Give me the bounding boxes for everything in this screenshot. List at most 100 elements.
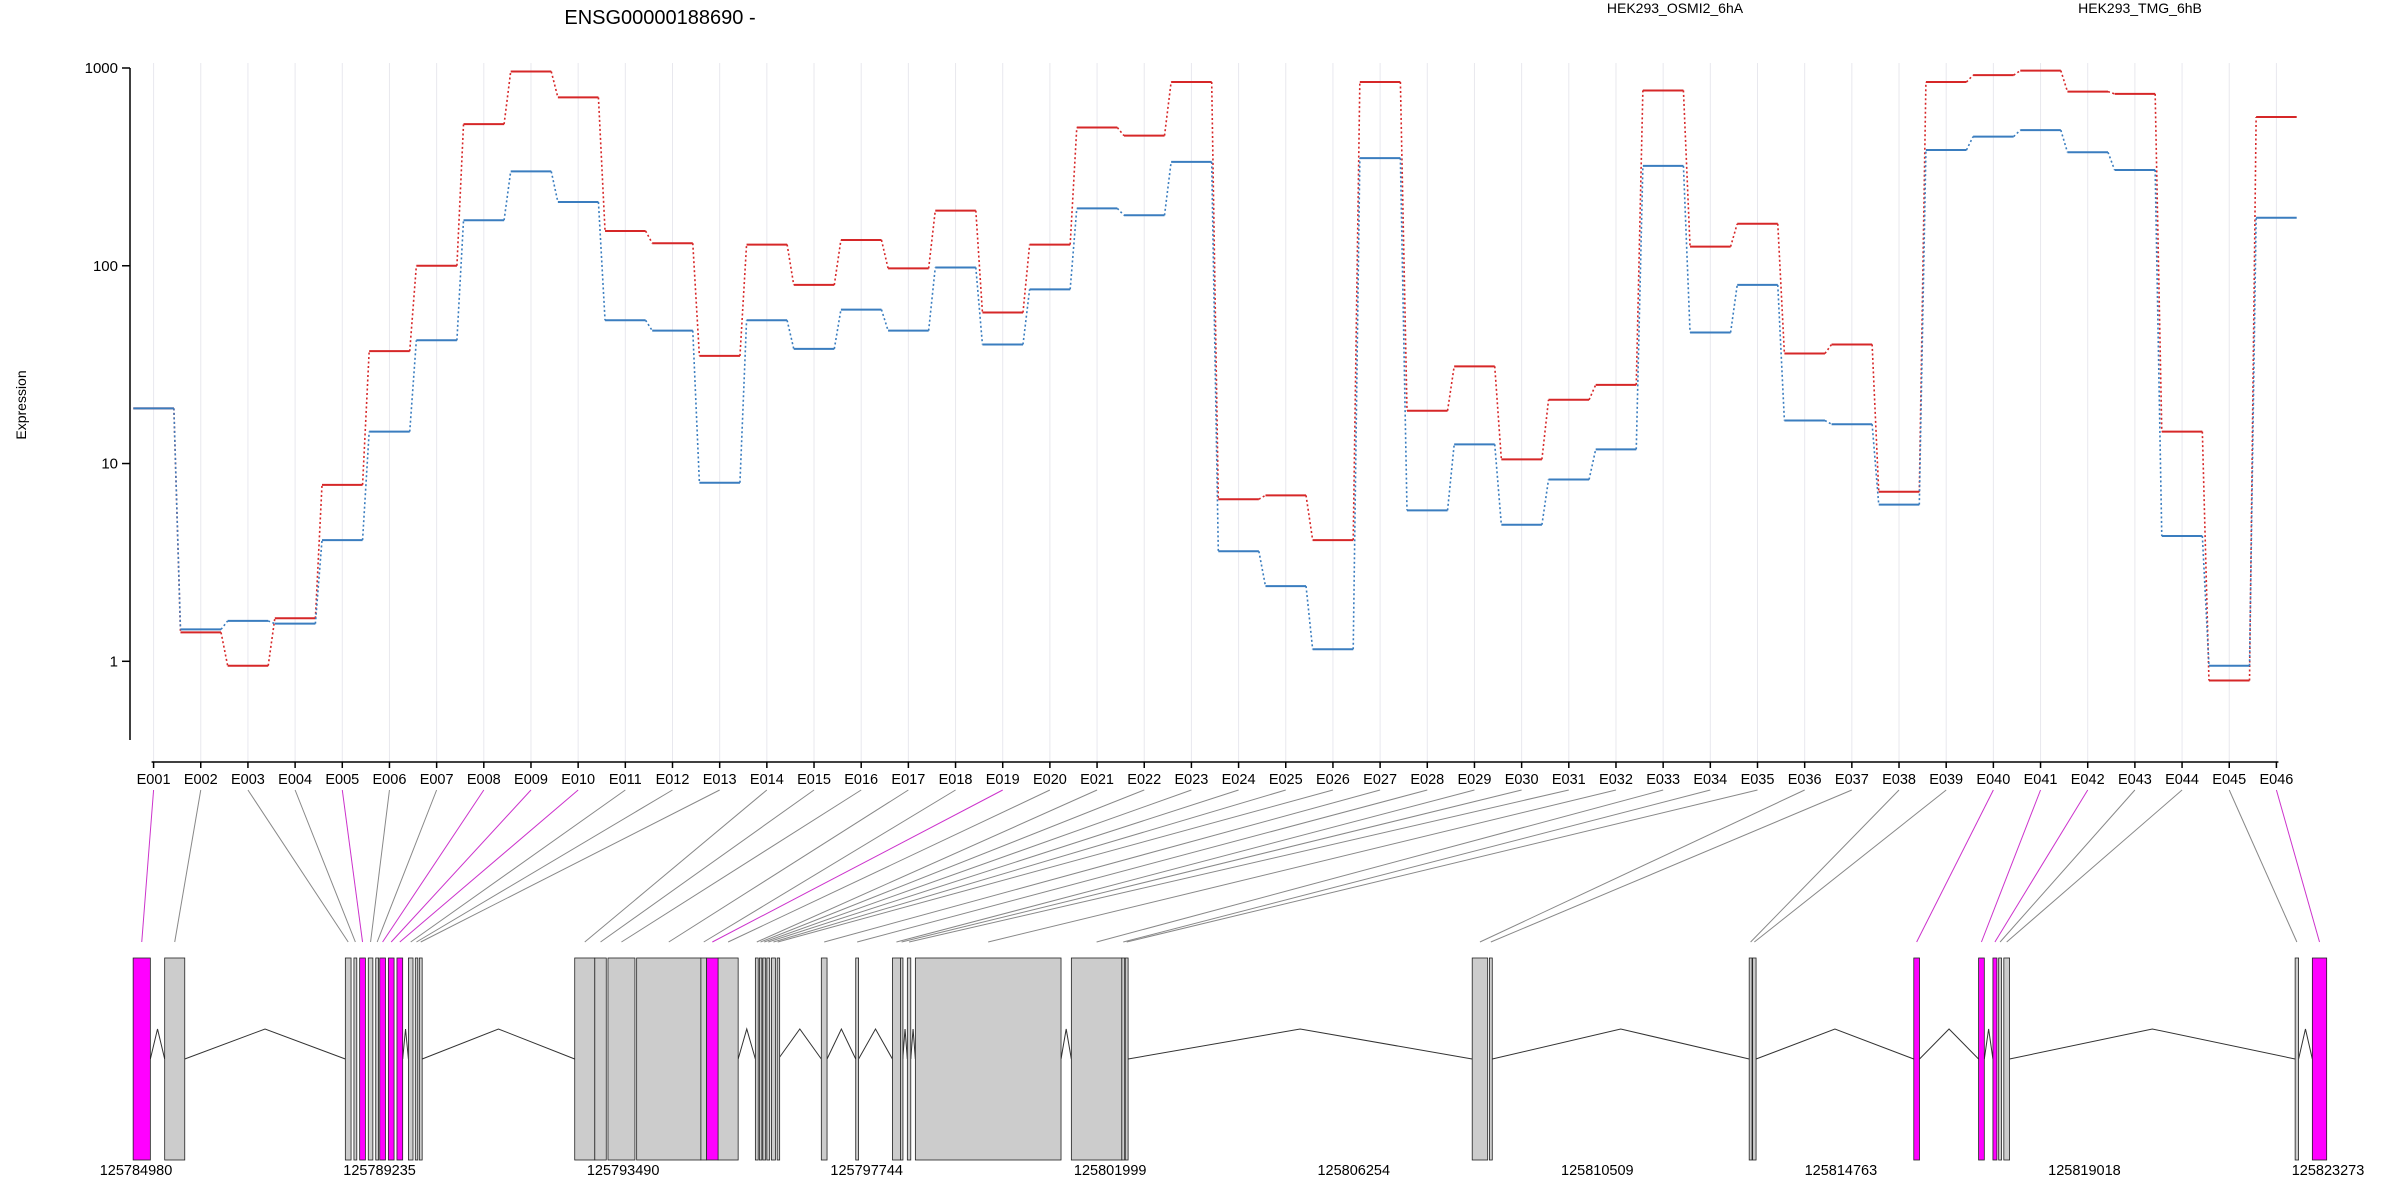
intron [2298, 1028, 2313, 1060]
y-tick-label: 100 [93, 258, 118, 275]
exon-E012 [414, 957, 419, 1161]
connector-E043 [1999, 789, 2136, 943]
series-connector [1918, 149, 1927, 505]
exon-E024 [766, 957, 771, 1161]
connector-E045 [2228, 789, 2298, 943]
connector-E036 [1479, 789, 1805, 943]
x-tick-label: E009 [514, 772, 548, 788]
x-tick-label: E042 [2071, 772, 2105, 788]
connector-E009 [390, 789, 532, 943]
x-tick-label: E006 [373, 772, 407, 788]
intron [1128, 1028, 1473, 1060]
connector-E030 [901, 789, 1522, 943]
intron [402, 1028, 409, 1060]
x-tick-label: E029 [1458, 772, 1492, 788]
series-connector [2154, 93, 2163, 432]
exon-E031 [906, 957, 912, 1161]
series-connector [833, 239, 842, 286]
chart-title: ENSG00000188690 - [564, 7, 755, 29]
series-connector [1258, 551, 1267, 587]
exon-E021 [754, 957, 759, 1161]
connector-E032 [988, 789, 1617, 943]
series-connector [975, 210, 984, 313]
series-connector [1446, 366, 1455, 411]
exon-E013 [418, 957, 423, 1161]
y-tick-label: 1 [110, 653, 118, 670]
x-tick-label: E043 [2118, 772, 2152, 788]
series-connector [1069, 127, 1078, 245]
exon-E030 [900, 957, 904, 1161]
x-tick-label: E031 [1552, 772, 1586, 788]
coordinate-tick-label: 125784980 [100, 1163, 173, 1179]
x-tick-label: E015 [797, 772, 831, 788]
exon-E043 [1998, 957, 2002, 1161]
x-tick-label: E025 [1269, 772, 1303, 788]
intron [421, 1028, 575, 1060]
series-connector [597, 97, 606, 231]
exon-E041 [1978, 957, 1985, 1161]
connector-E027 [824, 789, 1381, 943]
connector-E016 [621, 789, 862, 943]
coordinate-tick-label: 125814763 [1805, 1163, 1878, 1179]
exon-E025 [771, 957, 776, 1161]
exon-E040 [1913, 957, 1920, 1161]
series-connector [1399, 81, 1408, 411]
intron [184, 1028, 346, 1060]
exon-E034 [1121, 957, 1126, 1161]
intron [777, 1028, 822, 1060]
exon-E006 [367, 957, 374, 1161]
series-connector [739, 244, 748, 356]
series-connector [220, 620, 229, 630]
x-tick-label: E022 [1127, 772, 1161, 788]
y-axis-label: Expression [13, 370, 29, 439]
series-connector [1682, 90, 1691, 247]
x-tick-label: E012 [656, 772, 690, 788]
legend-label-series-2: HEK293_TMG_6hB [2078, 0, 2202, 16]
x-tick-label: E036 [1788, 772, 1822, 788]
exon-E022 [758, 957, 763, 1161]
x-tick-label: E030 [1505, 772, 1539, 788]
exon-E017 [636, 957, 702, 1161]
series-connector [833, 309, 842, 350]
series-connector [1163, 81, 1172, 136]
intron [1983, 1028, 1994, 1060]
series-connector [1210, 161, 1220, 552]
connector-E024 [768, 789, 1239, 943]
connector-E017 [668, 789, 909, 943]
exon-E004 [353, 957, 358, 1161]
series-connector [267, 620, 276, 625]
series-connector [456, 124, 465, 266]
x-tick-label: E023 [1174, 772, 1208, 788]
series-connector [2060, 70, 2069, 92]
intron [737, 1027, 756, 1060]
connector-E040 [1916, 789, 1994, 943]
connector-E019 [712, 789, 1003, 943]
connector-E010 [399, 789, 579, 943]
series-connector [2248, 117, 2257, 681]
exon-E028 [855, 957, 859, 1161]
connector-E042 [1994, 789, 2089, 943]
exon-E029 [892, 957, 901, 1161]
connector-E015 [600, 789, 815, 943]
series-connector [1446, 444, 1455, 511]
exon-E016 [607, 957, 636, 1161]
series-connector [880, 239, 889, 269]
series-connector [2107, 90, 2115, 95]
series-connector [456, 220, 465, 341]
x-tick-label: E007 [420, 772, 454, 788]
series-connector [267, 618, 276, 666]
connector-E001 [141, 789, 155, 943]
exon-E026 [776, 957, 781, 1161]
connector-E028 [857, 789, 1428, 943]
x-tick-label: E024 [1222, 772, 1256, 788]
series-connector [1824, 419, 1832, 425]
series-connector [1776, 223, 1786, 354]
x-tick-label: E026 [1316, 772, 1350, 788]
intron [910, 1028, 916, 1060]
exon-E011 [408, 957, 414, 1161]
connector-E046 [2275, 789, 2320, 943]
intron [1060, 1028, 1072, 1060]
exon-connectors [141, 789, 2320, 943]
exon-E033 [1070, 957, 1123, 1161]
series-connector [644, 230, 653, 244]
